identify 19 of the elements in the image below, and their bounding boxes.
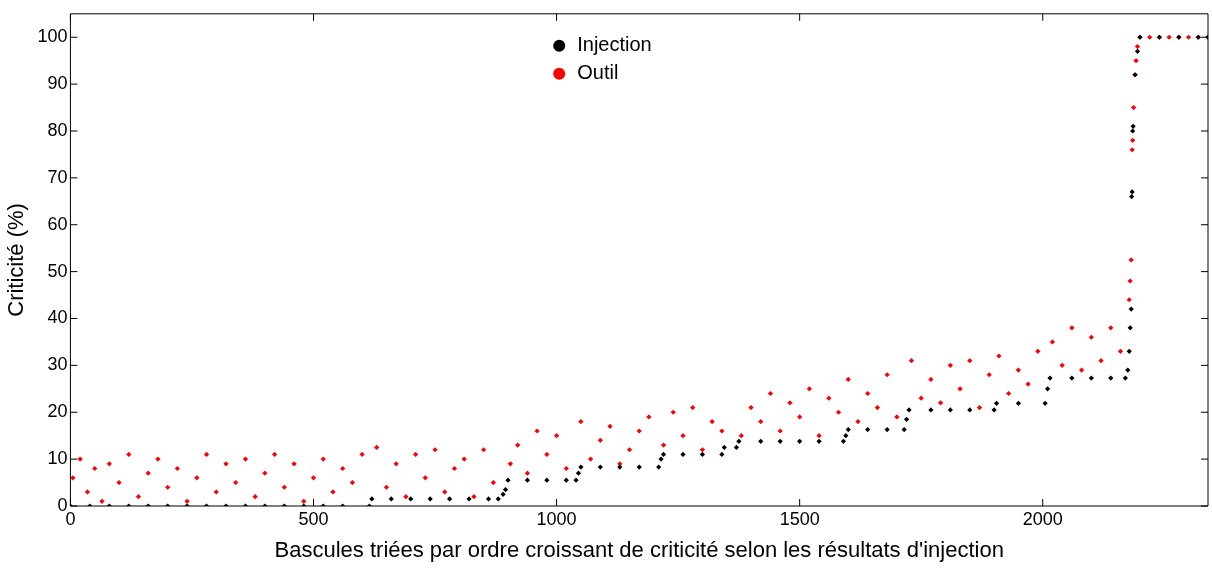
- y-tick-label: 80: [47, 119, 68, 140]
- y-tick-label: 40: [47, 307, 68, 328]
- y-tick-label: 100: [37, 26, 68, 47]
- y-tick-label: 60: [47, 213, 68, 234]
- y-tick-label: 50: [47, 260, 68, 281]
- x-axis-title: Bascules triées par ordre croissant de criticité selon les résultats d'injection: [274, 536, 1004, 562]
- legend-label: Outil: [577, 61, 619, 84]
- y-tick-label: 10: [47, 448, 68, 469]
- y-axis-title: Criticité (%): [3, 203, 29, 317]
- y-tick-label: 0: [57, 494, 68, 515]
- y-tick-label: 20: [47, 401, 68, 422]
- x-tick-label: 1500: [779, 508, 820, 529]
- y-tick-label: 30: [47, 354, 68, 375]
- x-tick-label: 1000: [536, 508, 577, 529]
- legend-label: Injection: [577, 33, 652, 56]
- y-tick-label: 70: [47, 166, 68, 187]
- y-tick-label: 90: [47, 73, 68, 94]
- x-tick-label: 2000: [1022, 508, 1063, 529]
- x-tick-label: 500: [298, 508, 329, 529]
